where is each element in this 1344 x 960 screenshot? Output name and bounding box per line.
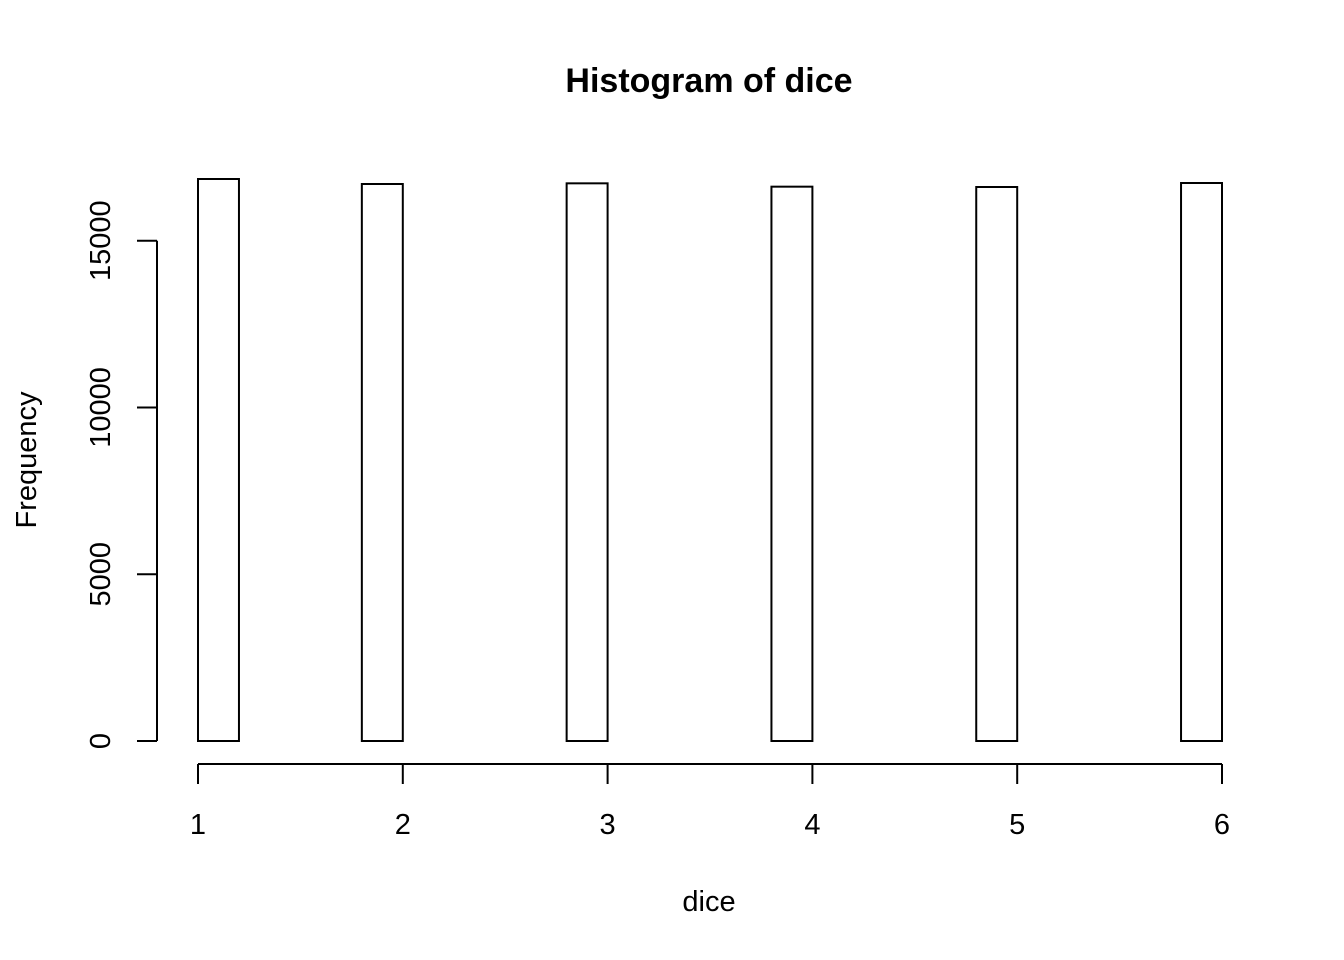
x-axis: 1 2 3 4 5 6	[190, 763, 1230, 841]
y-tick-label: 5000	[85, 542, 117, 607]
y-tick-label: 10000	[85, 367, 117, 448]
y-tick-label: 0	[85, 733, 117, 749]
y-tick-label: 15000	[85, 200, 117, 281]
x-tick-label: 2	[395, 809, 411, 841]
x-axis-label: dice	[682, 886, 735, 918]
histogram-bar	[1180, 182, 1224, 742]
x-tick-label: 1	[190, 809, 206, 841]
x-tick-label: 5	[1009, 809, 1025, 841]
chart-title: Histogram of dice	[565, 62, 852, 100]
x-tick-label: 4	[804, 809, 820, 841]
x-tick-label: 6	[1214, 809, 1230, 841]
x-tick-label: 3	[600, 809, 616, 841]
histogram-bar	[975, 186, 1019, 742]
y-axis-label: Frequency	[11, 391, 43, 529]
histogram-bar	[565, 182, 609, 743]
bars-group	[197, 178, 1224, 743]
histogram-bar	[360, 183, 404, 742]
histogram-bar	[770, 185, 814, 743]
y-axis: 0 5000 10000 15000	[85, 200, 158, 749]
histogram-bar	[197, 178, 240, 742]
